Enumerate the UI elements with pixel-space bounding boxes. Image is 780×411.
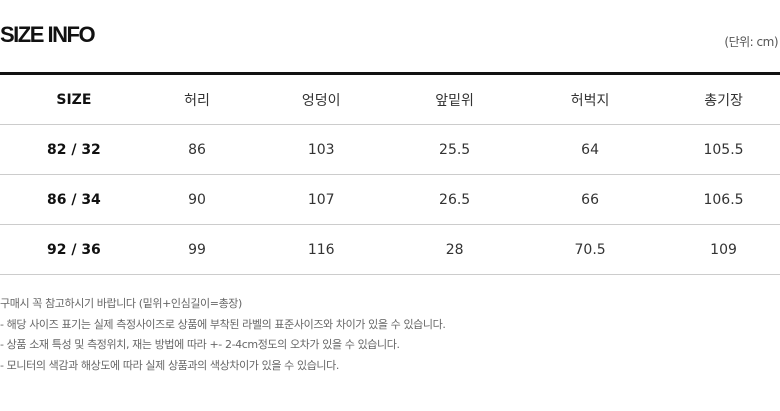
header-cell: 허벅지 [513, 73, 668, 125]
table-header-row: SIZE 허리 엉덩이 앞밑위 허벅지 총기장 [0, 73, 780, 125]
table-row: 82 / 32 86 103 25.5 64 105.5 [0, 124, 780, 175]
note-line: - 상품 소재 특성 및 측정위치, 재는 방법에 따라 +- 2-4cm정도의… [0, 338, 400, 351]
unit-label: (단위: cm) [724, 35, 778, 49]
table-cell: 106.5 [667, 174, 780, 225]
table-cell: 25.5 [396, 124, 514, 175]
table-cell: 64 [513, 124, 668, 175]
note-line: - 모니터의 색감과 해상도에 따라 실제 상품과의 색상차이가 있을 수 있습… [0, 358, 339, 372]
table-cell: 109 [667, 224, 780, 275]
size-cell: 86 / 34 [0, 174, 148, 225]
table-cell: 86 [147, 124, 247, 175]
size-cell: 82 / 32 [0, 124, 148, 175]
table-cell: 28 [396, 224, 514, 275]
table-cell: 70.5 [513, 224, 668, 275]
header-cell: 엉덩이 [246, 73, 397, 125]
table-cell: 105.5 [667, 124, 780, 175]
table-cell: 26.5 [396, 174, 514, 225]
header-cell: 앞밑위 [396, 73, 514, 125]
size-cell: 92 / 36 [0, 224, 148, 275]
table-cell: 66 [513, 174, 668, 225]
header-cell: 허리 [147, 73, 247, 125]
note-line: 구매시 꼭 참고하시기 바랍니다 (밑위+인심길이=총장) [0, 297, 242, 310]
table-cell: 103 [246, 124, 397, 175]
table-row: 92 / 36 99 116 28 70.5 109 [0, 224, 780, 275]
size-table: SIZE 허리 엉덩이 앞밑위 허벅지 총기장 82 / 32 86 103 2… [0, 72, 780, 275]
notes: 구매시 꼭 참고하시기 바랍니다 (밑위+인심길이=총장) - 해당 사이즈 표… [0, 294, 446, 376]
table-cell: 90 [147, 174, 247, 225]
header-cell: 총기장 [667, 73, 780, 125]
note-line: - 해당 사이즈 표기는 실제 측정사이즈로 상품에 부착된 라벨의 표준사이즈… [0, 317, 446, 331]
header-cell: SIZE [0, 73, 148, 125]
table-cell: 116 [246, 224, 397, 275]
table-cell: 107 [246, 174, 397, 225]
page-title: SIZE INFO [0, 22, 96, 47]
table-cell: 99 [147, 224, 247, 275]
table-row: 86 / 34 90 107 26.5 66 106.5 [0, 174, 780, 225]
